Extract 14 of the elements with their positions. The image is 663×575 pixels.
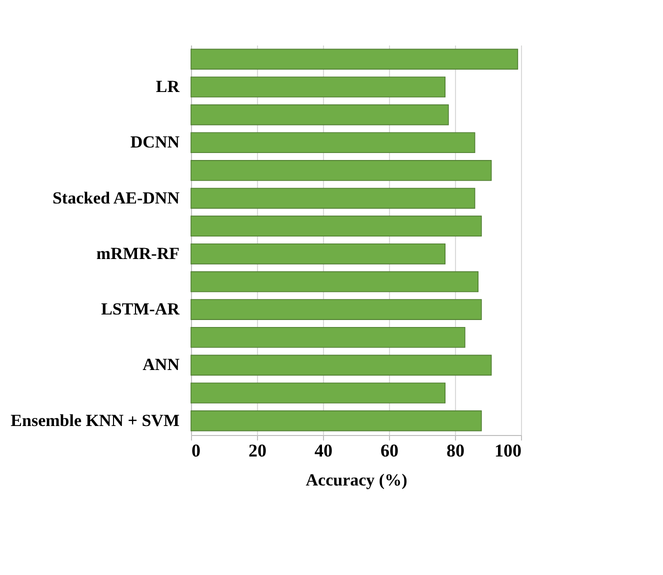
y-tick-label: Ensemble KNN + SVM xyxy=(10,410,180,430)
y-tick-label: LSTM-AR xyxy=(101,300,180,319)
y-tick-label: DCNN xyxy=(130,132,180,152)
x-axis-title: Accuracy (%) xyxy=(306,470,408,490)
y-tick-label: Stacked AE-DNN xyxy=(52,188,180,208)
x-tick-label: 60 xyxy=(380,440,398,460)
x-tick-label: 20 xyxy=(248,440,266,460)
y-tick-label: ANN xyxy=(142,355,180,374)
x-tick-label: 0 xyxy=(192,440,200,460)
y-tick-label: mRMR-RF xyxy=(96,244,180,263)
x-tick-label: 40 xyxy=(314,440,332,460)
y-tick-label: LR xyxy=(156,77,180,96)
x-tick-label: 80 xyxy=(446,440,464,460)
x-tick-label: 100 xyxy=(494,440,522,460)
